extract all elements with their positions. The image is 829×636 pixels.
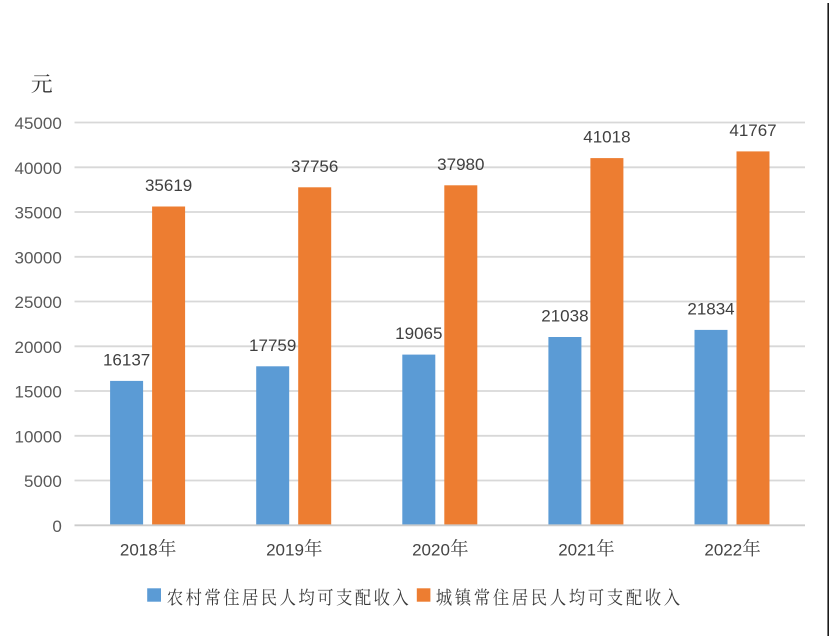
svg-text:20000: 20000 [15, 338, 62, 357]
svg-text:2020: 2020 [412, 540, 450, 559]
svg-text:35619: 35619 [145, 176, 192, 195]
svg-text:16137: 16137 [103, 350, 150, 369]
svg-text:41018: 41018 [583, 128, 630, 147]
svg-text:37756: 37756 [291, 157, 338, 176]
svg-text:37980: 37980 [437, 155, 484, 174]
svg-text:45000: 45000 [15, 114, 62, 133]
svg-text:17759: 17759 [249, 336, 296, 355]
svg-text:21834: 21834 [687, 299, 734, 318]
svg-text:19065: 19065 [395, 324, 442, 343]
svg-text:40000: 40000 [15, 159, 62, 178]
svg-text:2021: 2021 [558, 540, 596, 559]
svg-text:5000: 5000 [24, 472, 62, 491]
svg-text:10000: 10000 [15, 427, 62, 446]
svg-text:25000: 25000 [15, 293, 62, 312]
svg-text:2018: 2018 [120, 540, 158, 559]
svg-text:2019: 2019 [266, 540, 304, 559]
svg-text:30000: 30000 [15, 248, 62, 267]
svg-text:35000: 35000 [15, 204, 62, 223]
svg-text:21038: 21038 [541, 307, 588, 326]
svg-text:15000: 15000 [15, 383, 62, 402]
svg-text:2022: 2022 [704, 540, 742, 559]
svg-text:41767: 41767 [729, 121, 776, 140]
svg-text:0: 0 [52, 517, 61, 536]
